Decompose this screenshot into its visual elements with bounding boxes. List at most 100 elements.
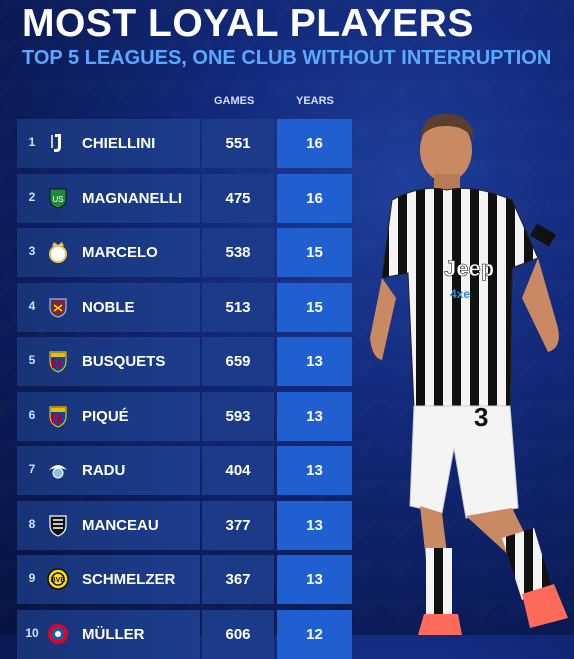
rank-number: 9: [28, 571, 36, 585]
shirt-sponsor-sub: 4xe: [450, 287, 470, 301]
svg-text:US: US: [52, 195, 63, 204]
player-cell: 6 PIQUÉ: [17, 391, 200, 441]
player-cell: 5 BUSQUETS: [17, 337, 200, 386]
rank-number: 5: [28, 353, 36, 367]
years-value: 13: [306, 407, 323, 425]
player-name: NOBLE: [82, 298, 135, 316]
games-column-header: GAMES: [214, 95, 255, 107]
table-row: 6 PIQUÉ 593 13: [17, 391, 352, 441]
games-cell: 606: [202, 609, 274, 659]
player-cell: 9 BVB SCHMELZER: [17, 555, 200, 604]
games-value: 404: [225, 462, 251, 479]
rank-number: 6: [28, 407, 36, 422]
years-cell: 15: [277, 228, 352, 277]
games-cell: 659: [202, 337, 274, 386]
rank-number: 4: [28, 298, 36, 313]
player-cell: 7 RADU: [17, 446, 200, 495]
rank-number: 2: [28, 189, 36, 204]
player-cell: 1 CHIELLINI: [17, 119, 200, 168]
barcelona-crest-icon: [46, 349, 70, 373]
player-name: MÜLLER: [82, 625, 145, 643]
games-value: 475: [225, 189, 251, 207]
rank-number: 7: [28, 462, 36, 476]
rank-number: 10: [25, 625, 39, 640]
games-cell: 475: [202, 173, 274, 223]
games-cell: 367: [202, 555, 274, 604]
table-row: 2 US MAGNANELLI 475 16: [17, 173, 352, 223]
sassuolo-crest-icon: US: [46, 186, 70, 210]
table-row: 8 MANCEAU 377 13: [17, 500, 352, 550]
years-cell: 13: [277, 337, 352, 386]
years-cell: 13: [277, 555, 352, 604]
west-ham-crest-icon: [46, 295, 70, 319]
years-cell: 16: [277, 119, 352, 168]
real-madrid-crest-icon: [46, 240, 70, 264]
games-value: 606: [225, 625, 251, 643]
years-value: 15: [306, 298, 323, 316]
years-value: 12: [306, 625, 323, 643]
table-row: 3 MARCELO 538 15: [17, 228, 352, 277]
player-name: RADU: [82, 462, 126, 479]
rank-number: 1: [28, 135, 36, 149]
years-cell: 13: [277, 500, 352, 550]
years-cell: 16: [277, 173, 352, 223]
rank-number: 8: [28, 516, 36, 531]
games-value: 593: [225, 407, 251, 425]
years-value: 13: [306, 516, 323, 534]
games-value: 377: [225, 516, 251, 534]
games-value: 538: [225, 244, 251, 261]
player-name: MANCEAU: [82, 516, 159, 534]
juventus-crest-icon: [46, 131, 70, 155]
player-name: MAGNANELLI: [82, 189, 182, 207]
player-name: SCHMELZER: [82, 571, 176, 588]
player-cell: 2 US MAGNANELLI: [17, 173, 200, 223]
years-value: 15: [306, 244, 323, 261]
years-cell: 13: [277, 446, 352, 495]
svg-text:BVB: BVB: [51, 577, 66, 584]
page-subtitle: TOP 5 LEAGUES, ONE CLUB WITHOUT INTERRUP…: [22, 47, 552, 69]
dortmund-crest-icon: BVB: [46, 567, 70, 591]
page-title: MOST LOYAL PLAYERS: [22, 2, 474, 45]
games-value: 551: [225, 135, 251, 152]
player-name: MARCELO: [82, 244, 158, 261]
player-name: CHIELLINI: [82, 135, 156, 152]
table-row: 7 RADU 404 13: [17, 446, 352, 495]
bayern-crest-icon: [46, 622, 70, 646]
years-value: 16: [306, 189, 323, 207]
years-column-header: YEARS: [296, 95, 334, 107]
player-cell: 10 MÜLLER: [17, 609, 200, 659]
years-value: 13: [306, 462, 323, 479]
player-name: PIQUÉ: [82, 407, 129, 425]
years-value: 16: [306, 135, 323, 152]
games-cell: 377: [202, 500, 274, 550]
years-value: 13: [306, 353, 323, 370]
games-cell: 551: [202, 119, 274, 168]
player-cell: 8 MANCEAU: [17, 500, 200, 550]
table-row: 1 CHIELLINI 551 16: [17, 119, 352, 168]
games-cell: 513: [202, 282, 274, 332]
years-cell: 12: [277, 609, 352, 659]
player-image: Jeep 4xe 3: [370, 113, 568, 635]
games-value: 659: [225, 353, 251, 370]
games-cell: 593: [202, 391, 274, 441]
table-row: 9 BVB SCHMELZER 367 13: [17, 555, 352, 604]
shorts-number: 3: [474, 402, 488, 432]
years-cell: 15: [277, 282, 352, 332]
table-row: 4 NOBLE 513 15: [17, 282, 352, 332]
rank-number: 3: [28, 244, 36, 258]
angers-crest-icon: [46, 513, 70, 537]
table-row: 5 BUSQUETS 659 13: [17, 337, 352, 386]
player-name: BUSQUETS: [82, 353, 166, 370]
games-cell: 404: [202, 446, 274, 495]
player-cell: 4 NOBLE: [17, 282, 200, 332]
games-cell: 538: [202, 228, 274, 277]
lazio-crest-icon: [46, 458, 70, 482]
player-cell: 3 MARCELO: [17, 228, 200, 277]
games-value: 513: [225, 298, 251, 316]
games-value: 367: [225, 571, 251, 588]
shirt-sponsor: Jeep: [444, 256, 494, 281]
table-row: 10 MÜLLER 606 12: [17, 609, 352, 659]
years-value: 13: [306, 571, 323, 588]
barcelona-crest-icon: [46, 404, 70, 428]
years-cell: 13: [277, 391, 352, 441]
